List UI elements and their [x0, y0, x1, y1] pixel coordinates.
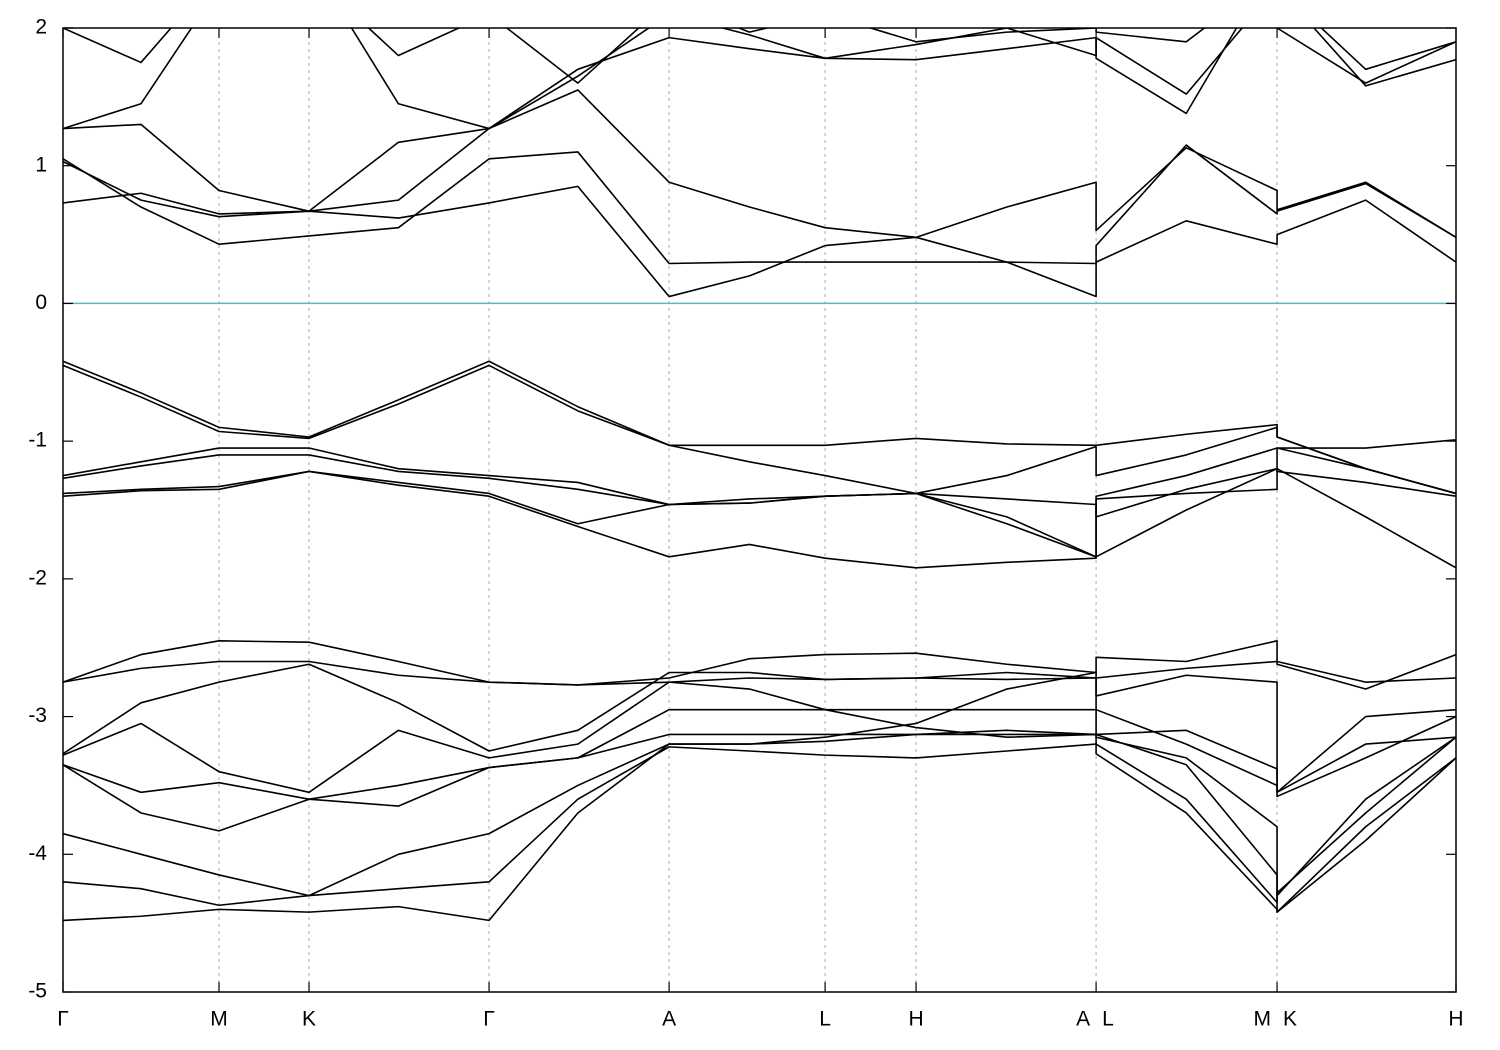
y-tick-label: 0	[35, 291, 47, 314]
x-tick-label: Γ	[57, 1008, 69, 1031]
x-tick-label: H	[1448, 1008, 1463, 1031]
x-tick-label: A	[662, 1008, 676, 1031]
band-line	[63, 28, 1456, 212]
band-line	[63, 708, 1456, 922]
band-line	[63, 743, 1456, 913]
y-tick-label: -1	[28, 429, 47, 452]
grid-layer	[62, 28, 1457, 992]
band-line	[63, 360, 1456, 495]
band-line	[63, 28, 1456, 130]
band-line	[63, 663, 1456, 794]
band-line	[63, 653, 1456, 690]
y-tick-label: 1	[35, 153, 47, 176]
x-tick-label: A	[1076, 1008, 1090, 1031]
x-tick-label: K	[302, 1008, 316, 1031]
y-tick-label: -2	[28, 566, 47, 589]
band-line	[63, 89, 1456, 239]
y-tick-label: -3	[28, 704, 47, 727]
band-line	[63, 671, 1456, 904]
y-tick-label: -5	[28, 980, 47, 1003]
y-tick-label: -4	[28, 842, 47, 865]
x-tick-label: L	[1102, 1008, 1114, 1031]
band-line	[63, 467, 1456, 525]
band-line	[63, 144, 1456, 265]
bands-layer	[63, 28, 1456, 922]
band-line	[63, 640, 1456, 686]
band-line	[63, 364, 1456, 569]
x-tick-label: Γ	[483, 1008, 495, 1031]
x-tick-label: H	[908, 1008, 923, 1031]
x-tick-label: K	[1283, 1008, 1297, 1031]
y-tick-label: 2	[35, 16, 47, 39]
band-line	[63, 28, 1456, 84]
x-tick-label: L	[819, 1008, 831, 1031]
plot-frame	[62, 27, 1457, 993]
band-line	[63, 426, 1456, 506]
band-line	[63, 681, 1456, 798]
band-line	[63, 733, 1456, 913]
band-line	[63, 438, 1456, 569]
x-tick-label: M	[210, 1008, 228, 1031]
x-tick-label: M	[1254, 1008, 1272, 1031]
